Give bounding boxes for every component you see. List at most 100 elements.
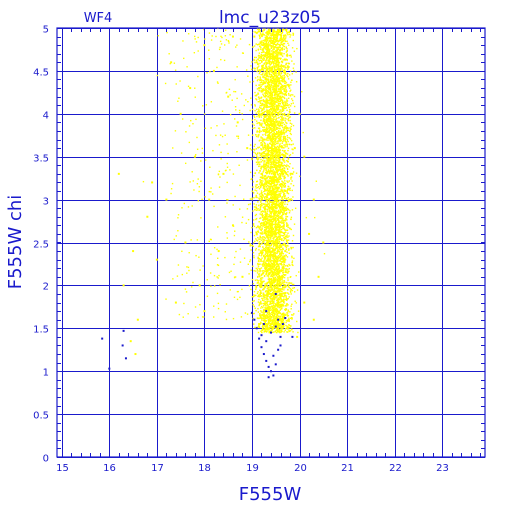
cloud-point — [276, 245, 279, 247]
cloud-point — [266, 51, 268, 53]
cloud-point — [269, 93, 271, 95]
cloud-point — [265, 47, 268, 49]
cloud-point — [268, 251, 270, 253]
cloud-point — [275, 215, 277, 217]
cloud-point — [263, 287, 266, 289]
cloud-point — [265, 147, 267, 150]
cloud-point — [272, 104, 274, 106]
cloud-point — [274, 31, 276, 33]
cloud-point — [261, 108, 264, 110]
cloud-point — [271, 189, 274, 192]
cloud-point — [269, 120, 271, 123]
cloud-point — [284, 281, 286, 283]
cloud-point — [279, 169, 281, 172]
cloud-point — [293, 69, 295, 72]
cloud-point — [265, 153, 268, 156]
cloud-point — [272, 58, 274, 60]
cloud-point — [253, 155, 255, 158]
cloud-point — [260, 46, 262, 49]
cloud-point — [275, 128, 277, 130]
cloud-point — [257, 31, 260, 33]
cloud-point — [254, 118, 256, 121]
cloud-point — [278, 191, 280, 193]
cloud-point — [268, 317, 270, 320]
cloud-point — [277, 211, 280, 213]
cloud-point — [289, 189, 291, 192]
cloud-point — [268, 112, 271, 115]
cloud-point — [277, 77, 279, 79]
cloud-point — [265, 110, 267, 113]
cloud-point — [269, 134, 271, 137]
cloud-point — [268, 261, 270, 263]
cloud-point — [290, 293, 292, 295]
cloud-point — [257, 273, 260, 275]
cloud-point — [265, 56, 267, 58]
cloud-point — [279, 102, 281, 105]
cloud-point — [262, 236, 264, 238]
cloud-point — [261, 277, 264, 279]
cloud-point — [271, 169, 273, 172]
cloud-point — [262, 251, 264, 254]
cloud-point — [265, 157, 268, 160]
cloud-point — [269, 99, 271, 101]
cloud-point — [275, 118, 277, 120]
cloud-point — [270, 243, 273, 245]
cloud-point — [257, 111, 259, 113]
cloud-point — [282, 65, 284, 67]
cloud-point — [252, 303, 254, 306]
cloud-point — [268, 130, 271, 132]
cloud-point — [277, 85, 279, 88]
cloud-point — [267, 161, 269, 163]
cloud-point — [269, 153, 271, 156]
cloud-point — [261, 292, 263, 294]
cloud-point — [288, 212, 291, 214]
cloud-point — [265, 314, 268, 317]
cloud-point — [261, 197, 263, 200]
cloud-point — [276, 273, 279, 276]
cloud-point — [287, 158, 290, 160]
cloud-point — [266, 72, 268, 75]
cloud-point — [285, 92, 287, 95]
cloud-point — [282, 217, 284, 219]
cloud-point — [262, 310, 265, 312]
cloud-point — [285, 29, 287, 31]
cloud-point — [260, 198, 263, 201]
cloud-point — [273, 89, 275, 91]
cloud-point — [259, 79, 261, 82]
cloud-point — [264, 318, 266, 320]
cloud-point — [261, 89, 263, 92]
cloud-point — [258, 326, 261, 329]
cloud-point — [254, 127, 256, 129]
cloud-point — [272, 110, 275, 112]
cloud-point — [268, 146, 270, 148]
cloud-point — [263, 249, 265, 252]
cloud-point — [272, 132, 274, 135]
cloud-point — [276, 36, 278, 39]
cloud-point — [272, 41, 274, 43]
cloud-point — [271, 305, 274, 308]
cloud-point — [268, 51, 270, 54]
cloud-point — [287, 118, 289, 121]
cloud-point — [288, 74, 291, 76]
cloud-point — [266, 155, 269, 157]
cloud-point — [263, 185, 265, 188]
cloud-point — [257, 134, 260, 137]
cloud-point — [273, 182, 275, 184]
cloud-point — [269, 209, 271, 212]
cloud-point — [279, 49, 282, 51]
cloud-point — [264, 253, 266, 256]
cloud-point — [259, 286, 262, 289]
cloud-point — [261, 155, 263, 157]
cloud-point — [282, 202, 284, 204]
cloud-point — [271, 254, 273, 257]
cloud-point — [278, 70, 280, 72]
cloud-point — [262, 273, 264, 275]
cloud-point — [284, 294, 286, 296]
cloud-point — [261, 313, 264, 316]
cloud-point — [253, 270, 255, 272]
cloud-point — [276, 112, 279, 114]
cloud-point — [275, 229, 277, 231]
cloud-point — [282, 256, 284, 258]
cloud-point — [265, 114, 267, 116]
cloud-point — [269, 183, 271, 186]
